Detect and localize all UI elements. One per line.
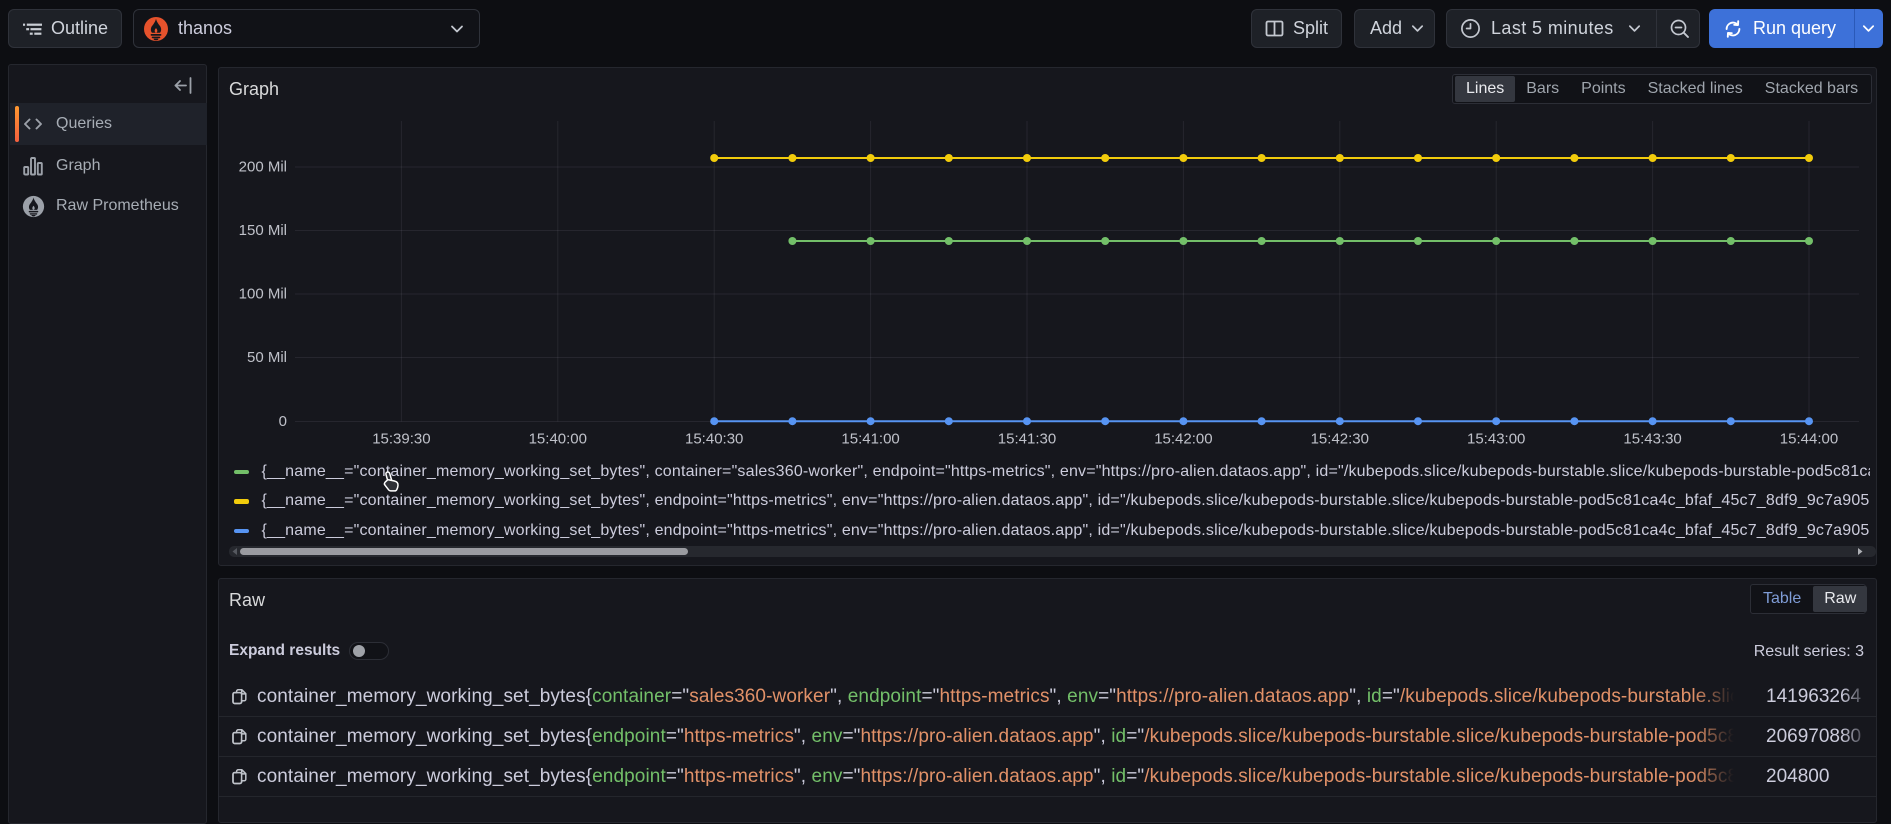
- svg-text:15:43:00: 15:43:00: [1467, 431, 1525, 448]
- svg-text:200 Mil: 200 Mil: [239, 159, 287, 176]
- svg-text:15:43:30: 15:43:30: [1623, 431, 1681, 448]
- svg-text:15:41:30: 15:41:30: [998, 431, 1056, 448]
- svg-text:15:39:30: 15:39:30: [372, 431, 430, 448]
- svg-text:150 Mil: 150 Mil: [239, 222, 287, 239]
- svg-text:50 Mil: 50 Mil: [247, 349, 287, 366]
- svg-text:0: 0: [279, 413, 287, 430]
- svg-text:15:40:00: 15:40:00: [529, 431, 587, 448]
- svg-text:100 Mil: 100 Mil: [239, 286, 287, 303]
- svg-text:15:41:00: 15:41:00: [841, 431, 899, 448]
- svg-text:15:42:30: 15:42:30: [1311, 431, 1369, 448]
- svg-text:15:42:00: 15:42:00: [1154, 431, 1212, 448]
- svg-text:15:44:00: 15:44:00: [1780, 431, 1838, 448]
- svg-text:15:40:30: 15:40:30: [685, 431, 743, 448]
